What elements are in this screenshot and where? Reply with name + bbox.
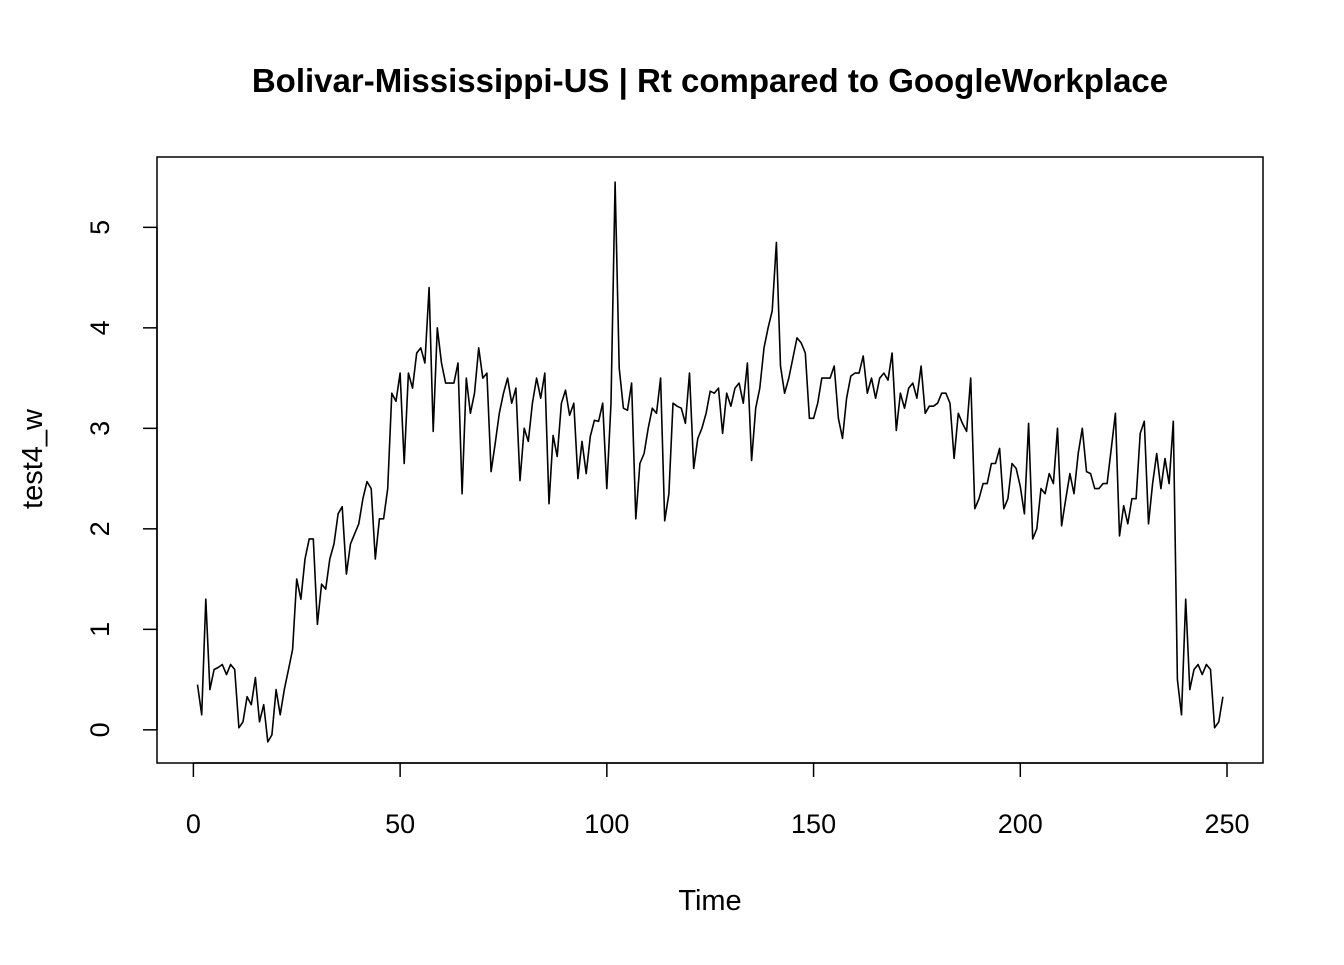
y-tick-label: 2 (85, 521, 115, 536)
y-tick-label: 5 (85, 220, 115, 235)
x-tick-label: 100 (584, 809, 629, 839)
x-axis-title: Time (678, 885, 741, 917)
y-tick-label: 4 (85, 320, 115, 335)
y-axis: 0 1 2 3 4 5 (85, 220, 158, 737)
x-tick-label: 0 (186, 809, 201, 839)
x-tick-label: 250 (1204, 809, 1249, 839)
x-tick-label: 50 (385, 809, 415, 839)
y-tick-label: 1 (85, 622, 115, 637)
x-tick-label: 200 (998, 809, 1043, 839)
chart-title: Bolivar-Mississippi-US | Rt compared to … (252, 62, 1168, 99)
x-tick-label: 150 (791, 809, 836, 839)
y-axis-title: test4_w (17, 408, 49, 509)
y-tick-label: 3 (85, 421, 115, 436)
series-line (196, 181, 1224, 743)
y-tick-label: 0 (85, 722, 115, 737)
x-axis: 0 50 100 150 200 250 (186, 762, 1250, 839)
